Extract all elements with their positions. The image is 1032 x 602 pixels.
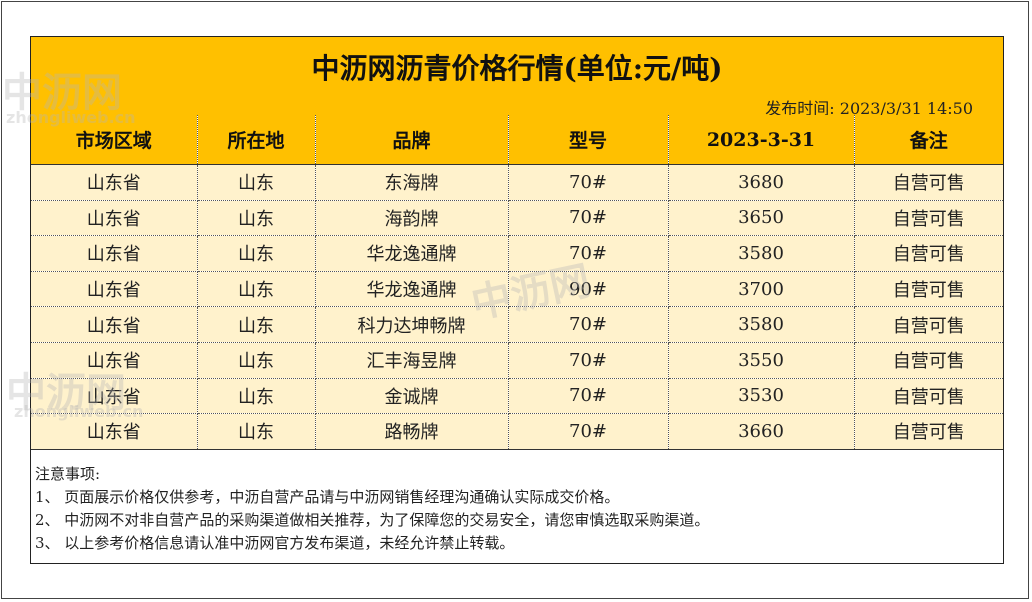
cell-brand: 金诚牌 [315,378,509,415]
cell-brand: 路畅牌 [315,413,509,450]
cell-market-region: 山东省 [31,235,198,272]
cell-grade: 70# [508,342,669,379]
cell-price: 3650 [668,200,855,237]
cell-remark: 自营可售 [854,235,1003,272]
header-market-region: 市场区域 [31,115,198,165]
cell-brand: 东海牌 [315,164,509,201]
notes-section: 注意事项: 1、 页面展示价格仅供参考，中沥自营产品请与中沥网销售经理沟通确认实… [35,463,999,555]
cell-price: 3680 [668,164,855,201]
cell-grade: 70# [508,306,669,343]
cell-price: 3660 [668,413,855,450]
cell-price: 3550 [668,342,855,379]
table-row: 山东省 山东 华龙逸通牌 90# 3700 自营可售 [31,271,1003,308]
cell-remark: 自营可售 [854,342,1003,379]
cell-location: 山东 [197,164,316,201]
cell-grade: 70# [508,378,669,415]
table-row: 山东省 山东 汇丰海昱牌 70# 3550 自营可售 [31,342,1003,379]
cell-remark: 自营可售 [854,271,1003,308]
cell-price: 3530 [668,378,855,415]
cell-price: 3700 [668,271,855,308]
title-band: 中沥网沥青价格行情(单位:元/吨) 发布时间: 2023/3/31 14:50 [31,37,1003,118]
cell-location: 山东 [197,306,316,343]
cell-location: 山东 [197,235,316,272]
header-date: 2023-3-31 [668,115,855,165]
notes-heading: 注意事项: [35,465,101,483]
header-location: 所在地 [197,115,316,165]
cell-brand: 海韵牌 [315,200,509,237]
cell-location: 山东 [197,342,316,379]
cell-market-region: 山东省 [31,342,198,379]
cell-brand: 汇丰海昱牌 [315,342,509,379]
notes-item-2: 2、 中沥网不对非自营产品的采购渠道做相关推荐，为了保障您的交易安全，请您审慎选… [35,511,710,529]
cell-market-region: 山东省 [31,378,198,415]
cell-market-region: 山东省 [31,306,198,343]
cell-market-region: 山东省 [31,164,198,201]
cell-price: 3580 [668,306,855,343]
cell-remark: 自营可售 [854,200,1003,237]
header-brand: 品牌 [315,115,509,165]
cell-remark: 自营可售 [854,413,1003,450]
table-row: 山东省 山东 路畅牌 70# 3660 自营可售 [31,413,1003,450]
table-body: 山东省 山东 东海牌 70# 3680 自营可售 山东省 山东 海韵牌 70# 3650 自营可售 山东… [31,164,1003,450]
table-row: 山东省 山东 东海牌 70# 3680 自营可售 [31,164,1003,201]
cell-remark: 自营可售 [854,378,1003,415]
cell-location: 山东 [197,413,316,450]
cell-brand: 华龙逸通牌 [315,271,509,308]
header-remark: 备注 [854,115,1003,165]
cell-grade: 90# [508,271,669,308]
cell-market-region: 山东省 [31,271,198,308]
header-grade: 型号 [508,115,669,165]
cell-grade: 70# [508,413,669,450]
price-table: 市场区域 所在地 品牌 型号 2023-3-31 备注 山东省 山东 东海牌 70# 3680 自营… [31,115,1003,450]
cell-market-region: 山东省 [31,413,198,450]
page-title: 中沥网沥青价格行情(单位:元/吨) [311,52,723,85]
table-row: 山东省 山东 金诚牌 70# 3530 自营可售 [31,378,1003,415]
cell-grade: 70# [508,200,669,237]
publish-time: 发布时间: 2023/3/31 14:50 [765,99,973,118]
cell-location: 山东 [197,378,316,415]
cell-remark: 自营可售 [854,164,1003,201]
price-sheet: 中沥网沥青价格行情(单位:元/吨) 发布时间: 2023/3/31 14:50 … [30,36,1004,564]
table-row: 山东省 山东 科力达坤畅牌 70# 3580 自营可售 [31,306,1003,343]
cell-location: 山东 [197,271,316,308]
cell-price: 3580 [668,235,855,272]
notes-item-3: 3、 以上参考价格信息请认准中沥网官方发布渠道，未经允许禁止转载。 [35,534,515,552]
table-header-row: 市场区域 所在地 品牌 型号 2023-3-31 备注 [31,115,1003,165]
cell-market-region: 山东省 [31,200,198,237]
table-row: 山东省 山东 华龙逸通牌 70# 3580 自营可售 [31,235,1003,272]
cell-remark: 自营可售 [854,306,1003,343]
table-row: 山东省 山东 海韵牌 70# 3650 自营可售 [31,200,1003,237]
cell-grade: 70# [508,235,669,272]
notes-item-1: 1、 页面展示价格仅供参考，中沥自营产品请与中沥网销售经理沟通确认实际成交价格。 [35,488,620,506]
cell-brand: 科力达坤畅牌 [315,306,509,343]
cell-grade: 70# [508,164,669,201]
cell-brand: 华龙逸通牌 [315,235,509,272]
cell-location: 山东 [197,200,316,237]
